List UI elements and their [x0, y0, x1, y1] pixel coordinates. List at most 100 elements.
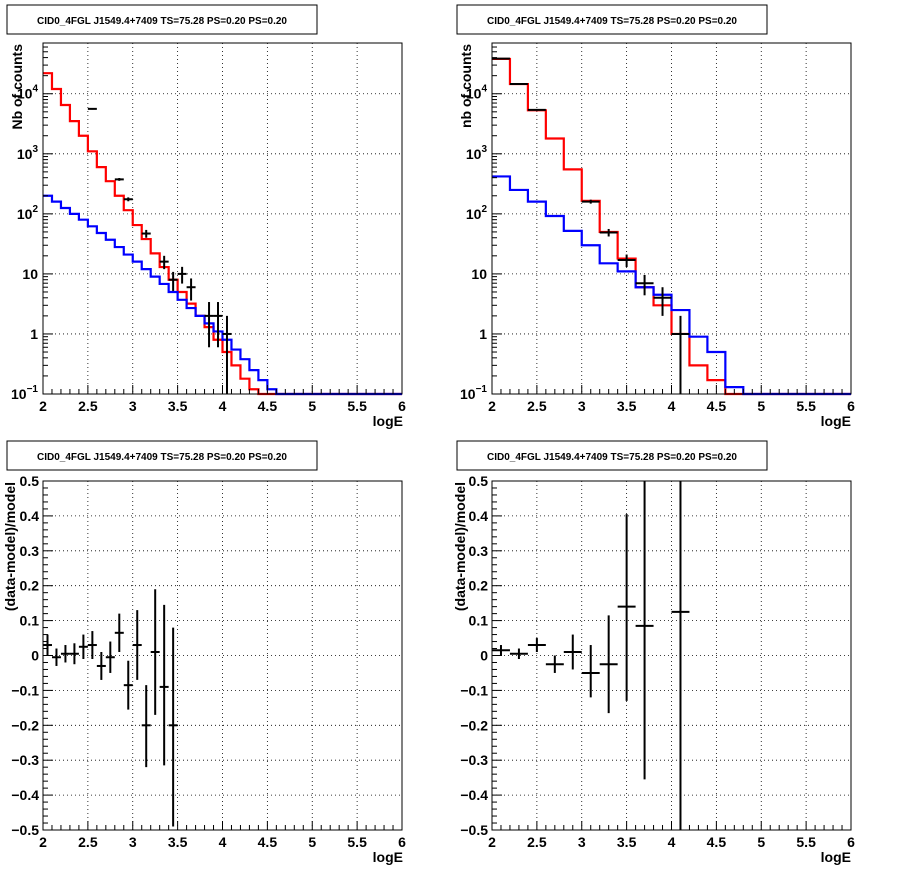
y-tick-label: 103 [17, 144, 39, 162]
y-axis: 10−1 1 10 102 103 104 [11, 46, 53, 402]
x-tick-label: 2 [39, 834, 47, 850]
residual-point [159, 604, 169, 766]
y-axis-label: Nb of counts [9, 44, 25, 130]
x-tick-label: 4.5 [707, 834, 727, 850]
x-tick-label: 5 [757, 398, 765, 414]
x-tick-label: 5.5 [347, 834, 367, 850]
y-tick-label: 0.2 [20, 578, 40, 594]
panel-top-left: CID0_4FGL J1549.4+7409 TS=75.28 PS=0.20 … [6, 4, 406, 429]
y-tick-label: 0.3 [20, 543, 40, 559]
x-axis-label: logE [821, 849, 851, 865]
y-axis-label: (data-model)/model [452, 482, 468, 611]
x-axis-label: logE [373, 849, 403, 865]
data-point [213, 302, 223, 348]
x-tick-label: 4.5 [707, 398, 727, 414]
x-tick-label: 4 [219, 834, 227, 850]
residual-point [87, 631, 97, 659]
residual-point [60, 645, 70, 663]
model-background-step-line [492, 175, 851, 396]
y-tick-label: −0.4 [460, 787, 488, 803]
residual-point [78, 634, 88, 659]
x-tick-label: 3 [129, 398, 137, 414]
x-tick-label: 2.5 [527, 834, 547, 850]
x-tick-label: 6 [847, 398, 855, 414]
y-tick-label: −0.2 [460, 717, 488, 733]
data-point [159, 255, 169, 270]
x-tick-label: 2 [488, 398, 496, 414]
x-tick-label: 2.5 [78, 834, 98, 850]
x-axis-label: logE [373, 413, 403, 429]
y-tick-label: 104 [466, 84, 488, 102]
y-tick-label: 0 [480, 648, 488, 664]
y-tick-label: 102 [466, 204, 488, 222]
x-tick-label: 5 [308, 834, 316, 850]
x-tick-label: 4.5 [258, 834, 278, 850]
x-tick-label: 5.5 [796, 398, 816, 414]
panel-bottom-right: CID0_4FGL J1549.4+7409 TS=75.28 PS=0.20 … [452, 440, 855, 865]
y-tick-label: −0.5 [460, 822, 488, 838]
y-tick-label: 0.1 [20, 613, 40, 629]
chart-title: CID0_4FGL J1549.4+7409 TS=75.28 PS=0.20 … [37, 452, 287, 463]
series-layer [43, 72, 402, 396]
data-point [653, 287, 672, 316]
chart-title: CID0_4FGL J1549.4+7409 TS=75.28 PS=0.20 … [487, 16, 737, 27]
data-point [581, 199, 600, 204]
y-axis: −0.5 −0.4 −0.3 −0.2 −0.1 0 0.1 0.2 0.3 0.4 0.5 [11, 473, 53, 838]
data-point [599, 228, 618, 237]
data-point [671, 315, 690, 394]
y-tick-label: 0 [31, 648, 39, 664]
y-tick-label: −0.3 [460, 752, 488, 768]
y-axis: −0.5 −0.4 −0.3 −0.2 −0.1 0 0.1 0.2 0.3 0.4 0.5 [460, 473, 502, 838]
x-tick-label: 4 [219, 398, 227, 414]
x-tick-label: 3 [578, 398, 586, 414]
x-tick-label: 5.5 [347, 398, 367, 414]
residual-point [43, 634, 52, 656]
y-tick-label: 102 [17, 204, 39, 222]
residual-point [69, 643, 79, 665]
y-tick-label: 0.3 [469, 543, 489, 559]
residual-point [617, 514, 636, 701]
data-point [123, 197, 133, 202]
chart-title: CID0_4FGL J1549.4+7409 TS=75.28 PS=0.20 … [37, 16, 287, 27]
residual-point [492, 645, 510, 656]
data-point [204, 302, 214, 348]
data-point [635, 274, 654, 296]
x-tick-label: 5 [308, 398, 316, 414]
residual-point [123, 660, 133, 710]
x-axis: 2 2.5 3 3.5 4 4.5 5 5.5 6 [488, 385, 855, 414]
y-tick-label: 1 [30, 326, 38, 342]
y-tick-label: 104 [17, 84, 39, 102]
panel-top-right: CID0_4FGL J1549.4+7409 TS=75.28 PS=0.20 … [456, 4, 855, 429]
residual-point [51, 648, 61, 666]
data-point [168, 271, 178, 291]
x-axis: 2 2.5 3 3.5 4 4.5 5 5.5 6 [39, 821, 406, 850]
x-tick-label: 2 [488, 834, 496, 850]
residual-point [527, 638, 546, 653]
data-point [617, 254, 636, 268]
x-axis-label: logE [821, 413, 851, 429]
data-point [87, 107, 97, 110]
residual-point [132, 610, 142, 680]
y-tick-label: 0.4 [20, 508, 40, 524]
y-axis: 10−1 1 10 102 103 104 [460, 46, 502, 402]
panel-bottom-left: CID0_4FGL J1549.4+7409 TS=75.28 PS=0.20 … [2, 440, 406, 865]
residual-point [545, 655, 564, 673]
y-tick-label: −0.5 [11, 822, 39, 838]
y-tick-label: 10 [471, 266, 487, 282]
y-tick-label: 1 [479, 326, 487, 342]
y-tick-label: −0.3 [11, 752, 39, 768]
model-background-step-line [43, 194, 402, 396]
data-point [141, 229, 151, 238]
residual-point [671, 481, 690, 830]
residual-point [635, 481, 654, 780]
x-tick-label: 4.5 [258, 398, 278, 414]
y-tick-label: 0.5 [20, 473, 40, 489]
x-tick-label: 2.5 [527, 398, 547, 414]
grid [43, 481, 402, 830]
x-tick-label: 6 [398, 834, 406, 850]
residual-point [509, 648, 528, 659]
x-tick-label: 6 [398, 398, 406, 414]
x-tick-label: 2.5 [78, 398, 98, 414]
x-tick-label: 3.5 [168, 834, 188, 850]
residual-point [581, 645, 600, 698]
